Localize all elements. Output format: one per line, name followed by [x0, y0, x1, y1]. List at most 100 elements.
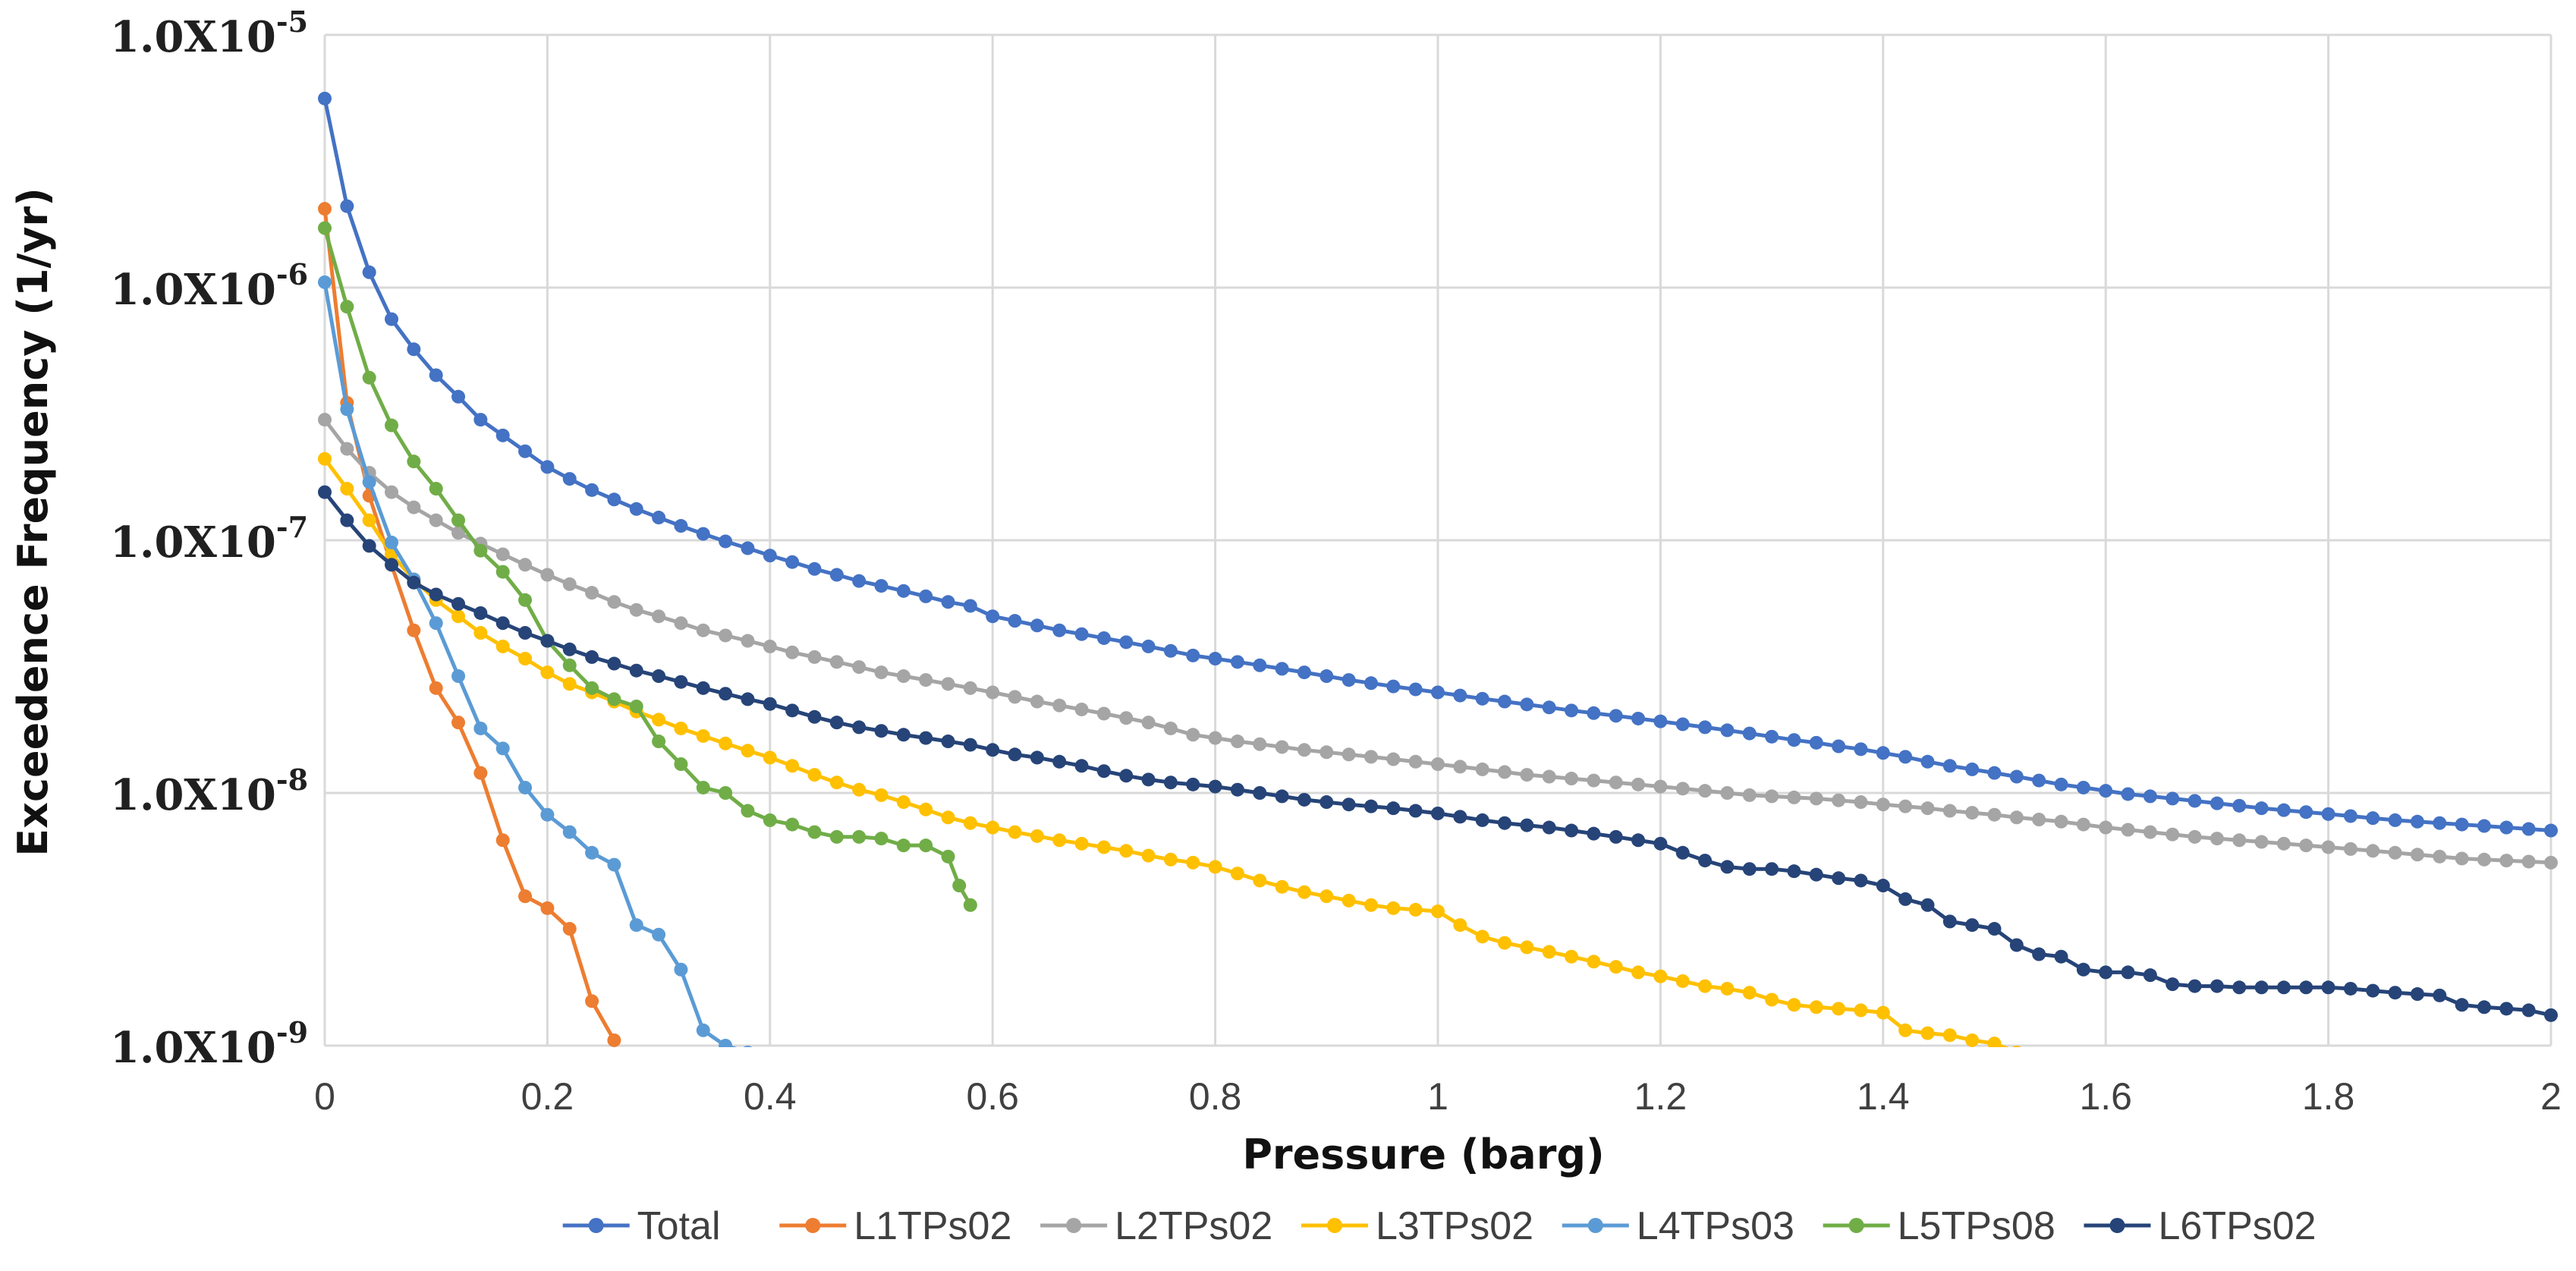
data-point [1653, 714, 1668, 728]
data-point [2499, 820, 2514, 835]
data-point [2299, 838, 2313, 853]
data-point [1030, 750, 1044, 765]
data-point [1096, 631, 1111, 645]
y-axis-ticks: 1.0X10-5 1.0X10-6 1.0X10-7 1.0X10-8 1.0X10-9 [110, 5, 308, 1073]
data-point [1742, 788, 1757, 802]
data-point [2121, 823, 2135, 837]
data-point [1475, 762, 1489, 776]
data-point [495, 565, 510, 579]
legend-label: L2TPs02 [1115, 1204, 1272, 1248]
data-point [2166, 791, 2180, 806]
data-point [1653, 779, 1668, 794]
data-point [829, 775, 844, 790]
legend-item-l6tps02: L6TPs02 [2084, 1204, 2317, 1248]
data-point [652, 609, 666, 624]
data-point [385, 558, 399, 572]
data-point [1008, 614, 1022, 628]
data-point [1653, 836, 1668, 851]
data-point [1297, 743, 1311, 757]
data-point [2388, 813, 2402, 827]
data-point [1565, 772, 1579, 786]
data-point [2012, 1045, 2021, 1047]
data-point [2499, 1002, 2514, 1016]
data-point [318, 91, 332, 105]
data-point [1230, 782, 1244, 797]
data-point [1876, 879, 1890, 893]
data-point [607, 492, 621, 507]
data-point [2054, 777, 2068, 791]
data-point [1898, 750, 1913, 764]
data-point [1698, 979, 1713, 993]
data-point [674, 962, 688, 977]
data-point [2188, 794, 2202, 808]
data-point [362, 265, 376, 279]
data-point [629, 918, 643, 933]
data-point [2076, 780, 2090, 794]
data-point [2321, 807, 2335, 821]
data-point [829, 829, 844, 844]
data-point [1386, 801, 1401, 816]
data-point [986, 609, 1000, 624]
x-tick-label: 0.6 [966, 1075, 1019, 1118]
data-point [1542, 945, 1556, 959]
data-point [585, 586, 599, 600]
data-point [1008, 747, 1022, 762]
data-point [2521, 822, 2536, 836]
data-point [1208, 731, 1222, 745]
data-point [941, 810, 955, 825]
data-point [385, 485, 399, 499]
data-point [2009, 938, 2024, 952]
legend-swatch-marker [588, 1218, 604, 1233]
data-point [2477, 1000, 2491, 1015]
data-point [1498, 694, 1512, 709]
data-point [1609, 960, 1623, 974]
data-point [1520, 768, 1534, 782]
data-point [585, 994, 599, 1008]
data-point [1341, 893, 1356, 908]
data-point [1074, 759, 1089, 773]
series-l5tps08 [318, 221, 977, 912]
x-tick-label: 0 [314, 1075, 335, 1118]
data-point [719, 534, 733, 549]
data-point [1898, 1023, 1913, 1037]
data-point [674, 675, 688, 689]
data-point [540, 807, 555, 822]
data-point [429, 587, 443, 602]
data-point [1408, 804, 1423, 818]
data-point [763, 697, 777, 711]
data-point [340, 513, 354, 527]
data-point [2166, 827, 2180, 842]
legend-label: Total [637, 1204, 721, 1248]
data-point [1275, 740, 1289, 754]
data-point [1854, 1003, 1868, 1018]
data-point [451, 526, 466, 540]
data-point [607, 595, 621, 609]
data-point [852, 660, 867, 675]
data-point [540, 901, 555, 915]
data-point [963, 898, 977, 912]
data-point [2254, 980, 2269, 995]
data-point [473, 543, 488, 558]
data-point [1698, 720, 1713, 735]
data-point [362, 513, 376, 527]
data-point [852, 782, 867, 797]
data-point [340, 199, 354, 213]
data-point [585, 681, 599, 695]
series-l1tps02 [318, 202, 621, 1047]
legend-label: L3TPs02 [1376, 1204, 1533, 1248]
data-point [451, 596, 466, 611]
data-point [763, 549, 777, 563]
data-point [1096, 706, 1111, 721]
data-point [674, 757, 688, 772]
data-point [318, 413, 332, 427]
data-point [1453, 688, 1467, 703]
y-axis-title: Exceedence Frequency (1/yr) [9, 187, 57, 856]
data-point [1520, 697, 1534, 712]
data-point [2143, 789, 2157, 804]
data-point [1230, 867, 1244, 881]
data-point [562, 658, 577, 672]
data-point [2121, 965, 2135, 980]
data-point [1609, 775, 1623, 790]
